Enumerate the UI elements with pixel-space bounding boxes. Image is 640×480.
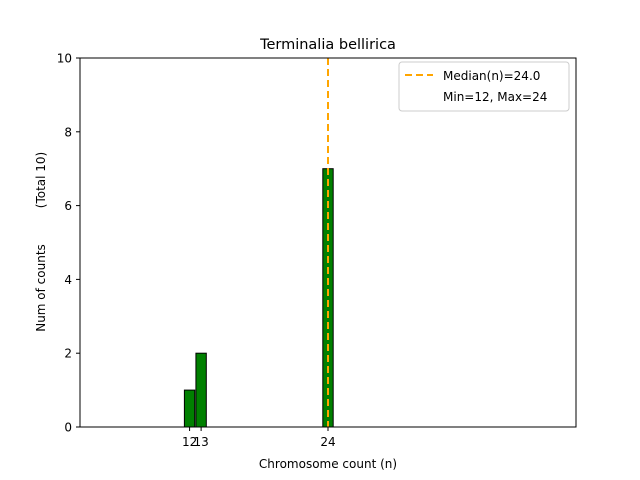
x-tick-label-24: 24 (320, 435, 335, 449)
y-tick-label-2: 2 (64, 347, 72, 361)
y-tick-label-0: 0 (64, 421, 72, 435)
y-tick-label-4: 4 (64, 273, 72, 287)
bar-12 (183, 389, 196, 428)
y-axis-ticks: 0 2 4 6 8 10 (57, 52, 80, 435)
bar-13 (195, 352, 207, 428)
y-axis-label-line-1: Num of counts (34, 244, 48, 332)
legend-entry-median: Median(n)=24.0 (443, 69, 540, 83)
y-tick-label-6: 6 (64, 199, 72, 213)
bars (80, 168, 363, 428)
x-tick-label-12: 12 (182, 435, 197, 449)
legend-entry-minmax: Min=12, Max=24 (443, 90, 547, 104)
y-tick-label-8: 8 (64, 125, 72, 139)
x-tick-label-13: 13 (193, 435, 208, 449)
plot-area (79, 57, 577, 428)
legend: Median(n)=24.0 Min=12, Max=24 (398, 61, 570, 112)
chart-title: Terminalia bellirica (259, 37, 396, 53)
y-axis-label-line-2: (Total 10) (34, 152, 48, 208)
y-tick-label-10: 10 (57, 52, 72, 66)
legend-box (398, 61, 570, 112)
x-axis-label: Chromosome count (n) (259, 457, 397, 471)
